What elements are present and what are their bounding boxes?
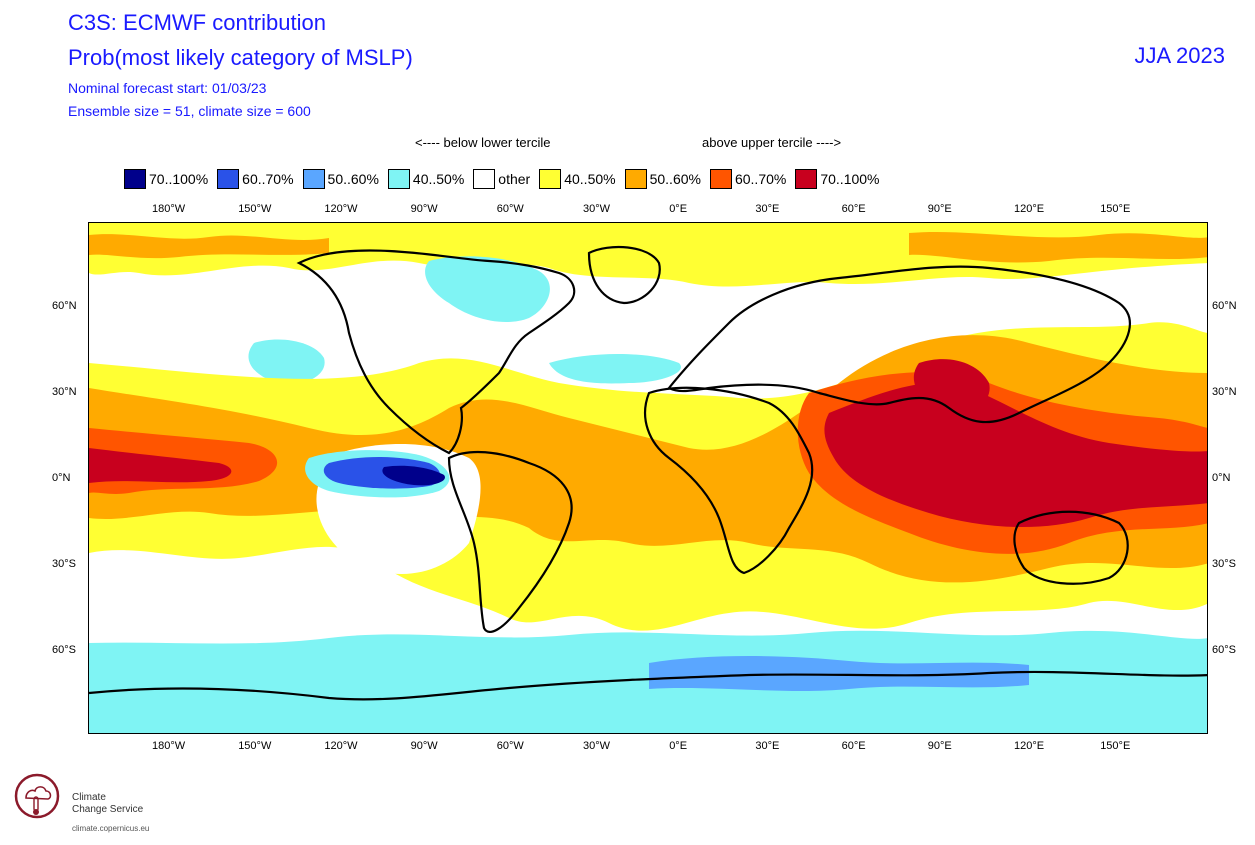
lon-tick-label: 120°W [324, 203, 358, 215]
probability-map [88, 222, 1208, 734]
legend-item: other [473, 169, 539, 189]
indian-ocean-crimson [824, 382, 1207, 528]
lon-tick-label: 0°E [669, 203, 688, 215]
map-subtitle: Prob(most likely category of MSLP) [68, 45, 413, 70]
legend-item: 40..50% [387, 169, 473, 189]
lon-tick-label: 180°W [152, 740, 186, 752]
legend-item: 70..100% [795, 169, 888, 189]
lon-tick-label: 90°E [927, 740, 952, 752]
lon-tick-label: 30°W [583, 740, 611, 752]
legend-label: 50..60% [327, 171, 379, 187]
legend-swatch [302, 169, 325, 189]
legend-label: 50..60% [649, 171, 701, 187]
legend-swatch [539, 169, 562, 189]
legend-label: other [498, 171, 531, 187]
legend-item: 70..100% [124, 169, 217, 189]
logo-line2: Change Service [72, 804, 144, 815]
north-pacific-cyan-patch [248, 339, 325, 385]
eastern-pacific-navy [382, 465, 445, 486]
legend-swatch [124, 169, 146, 189]
lon-tick-label: 60°W [496, 740, 524, 752]
lon-tick-label: 60°W [496, 203, 524, 215]
lat-tick-label: 60°S [52, 644, 76, 656]
legend-item: 50..60% [624, 169, 710, 189]
legend-item: 60..70% [217, 169, 302, 189]
arctic-orange-east [909, 231, 1207, 263]
color-legend: 70..100% 60..70% 50..60% 40..50% other 40..50… [124, 168, 889, 190]
legend-label: 60..70% [242, 171, 294, 187]
lat-tick-label: 0°N [1212, 472, 1231, 484]
southern-ocean-cyan-band [89, 630, 1207, 733]
lon-tick-label: 150°E [1100, 203, 1131, 215]
above-tercile-label: above upper tercile ----> [702, 135, 842, 150]
lon-tick-label: 90°E [927, 203, 952, 215]
map-svg [89, 223, 1207, 733]
lat-tick-label: 30°N [52, 386, 77, 398]
lat-tick-label: 60°N [1212, 300, 1237, 312]
lat-tick-label: 30°S [52, 558, 76, 570]
lon-tick-label: 150°W [238, 203, 272, 215]
lat-tick-label: 0°N [52, 472, 71, 484]
lon-tick-label: 120°E [1014, 203, 1045, 215]
arctic-orange-patch [89, 234, 329, 259]
lon-tick-label: 30°E [755, 740, 780, 752]
antarctica-coast [89, 670, 1207, 701]
lon-tick-label: 90°W [410, 740, 438, 752]
lon-tick-label: 30°E [755, 203, 780, 215]
north-america-coast [296, 249, 576, 455]
copernicus-logo [12, 770, 62, 822]
southern-ocean-blue-patch [649, 656, 1029, 691]
lat-tick-label: 30°N [1212, 386, 1237, 398]
lon-tick-label: 60°E [841, 740, 866, 752]
australia-coast [1013, 510, 1129, 585]
lon-tick-label: 150°E [1100, 740, 1131, 752]
logo-url: climate.copernicus.eu [72, 824, 150, 833]
legend-label: 40..50% [564, 171, 616, 187]
lon-tick-label: 180°W [152, 203, 186, 215]
coastlines [89, 245, 1207, 701]
west-pacific-crimson [89, 448, 232, 483]
lon-tick-label: 90°W [410, 203, 438, 215]
canada-cyan-patch [425, 256, 550, 323]
legend-swatch [387, 169, 410, 189]
legend-item: 50..60% [302, 169, 388, 189]
legend-label: 70..100% [149, 171, 209, 187]
ensemble-info: Ensemble size = 51, climate size = 600 [68, 103, 311, 119]
legend-swatch [624, 169, 647, 189]
legend-item: 60..70% [709, 169, 795, 189]
lon-tick-label: 120°E [1014, 740, 1045, 752]
legend-swatch [795, 169, 818, 189]
lon-tick-label: 120°W [324, 740, 358, 752]
africa-coast [644, 386, 814, 575]
legend-label: 70..100% [820, 171, 880, 187]
logo-line1: Climate [72, 792, 106, 803]
lat-tick-label: 60°S [1212, 644, 1236, 656]
atlantic-cyan-patch [549, 354, 681, 384]
legend-label: 40..50% [412, 171, 465, 187]
legend-swatch [217, 169, 240, 189]
legend-label: 60..70% [734, 171, 787, 187]
lon-tick-label: 0°E [669, 740, 688, 752]
forecast-start: Nominal forecast start: 01/03/23 [68, 80, 267, 96]
south-america-coast [447, 450, 573, 633]
below-tercile-label: <---- below lower tercile [415, 135, 551, 150]
lat-tick-label: 30°S [1212, 558, 1236, 570]
lon-tick-label: 60°E [841, 203, 866, 215]
eurasia-coast [667, 265, 1131, 424]
legend-swatch [709, 169, 732, 189]
lon-tick-label: 30°W [583, 203, 611, 215]
c3s-logo-icon [14, 773, 60, 819]
forecast-period: JJA 2023 [1134, 43, 1225, 68]
greenland-coast [587, 245, 661, 305]
lon-tick-label: 150°W [238, 740, 272, 752]
map-title: C3S: ECMWF contribution [68, 10, 326, 35]
lat-tick-label: 60°N [52, 300, 77, 312]
legend-swatch [473, 169, 496, 189]
legend-item: 40..50% [539, 169, 624, 189]
